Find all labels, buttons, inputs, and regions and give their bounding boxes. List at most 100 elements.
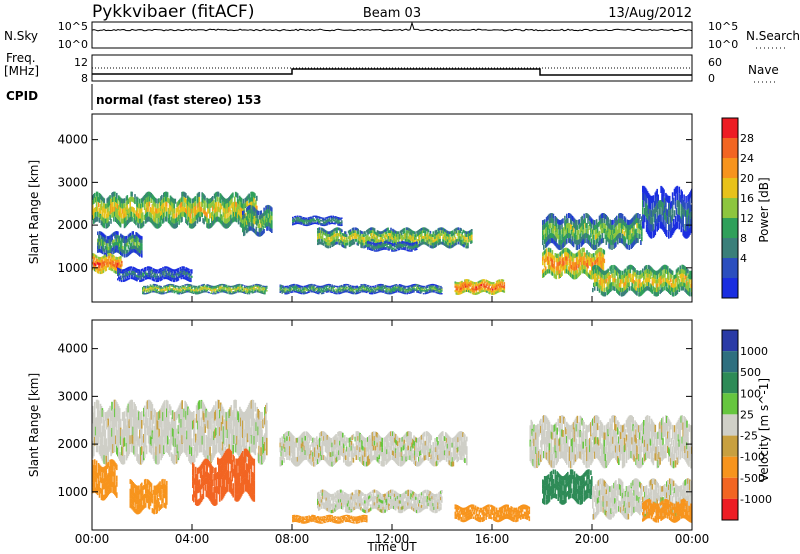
- data-cell: [330, 221, 333, 223]
- data-cell: [550, 232, 553, 238]
- data-cell: [435, 286, 437, 288]
- data-cell: [196, 203, 199, 209]
- data-cell: [252, 227, 255, 232]
- data-cell: [446, 241, 448, 245]
- data-cell: [152, 205, 154, 211]
- data-cell: [170, 216, 173, 222]
- data-cell: [252, 223, 255, 228]
- data-cell: [486, 284, 488, 287]
- data-cell: [139, 273, 141, 276]
- data-cell: [467, 234, 469, 237]
- data-cell: [339, 224, 341, 226]
- data-cell: [241, 284, 243, 286]
- data-cell: [412, 247, 414, 249]
- data-cell: [131, 249, 134, 253]
- data-cell: [337, 224, 339, 226]
- data-cell: [556, 243, 558, 249]
- data-cell: [383, 287, 385, 289]
- data-cell: [397, 246, 400, 248]
- data-cell: [258, 228, 261, 233]
- data-cell: [363, 234, 365, 237]
- data-cell: [219, 218, 222, 224]
- data-cell: [280, 286, 283, 288]
- data-cell: [447, 245, 449, 248]
- data-cell: [153, 211, 155, 217]
- data-cell: [403, 247, 406, 249]
- data-cell: [428, 233, 431, 236]
- data-cell: [428, 238, 431, 242]
- data-cell: [225, 286, 228, 288]
- data-cell: [223, 217, 225, 223]
- data-cell: [169, 289, 172, 291]
- data-cell: [552, 223, 555, 229]
- data-cell: [304, 285, 307, 287]
- data-cell: [289, 285, 291, 287]
- data-cell: [133, 267, 135, 270]
- data-cell: [192, 223, 195, 228]
- data-cell: [295, 219, 298, 222]
- data-cell: [217, 201, 220, 207]
- data-cell: [220, 291, 223, 293]
- data-cell: [100, 200, 103, 206]
- data-cell: [464, 236, 466, 240]
- data-cell: [209, 198, 211, 204]
- data-cell: [344, 285, 347, 287]
- data-cell: [360, 245, 362, 248]
- data-cell: [167, 213, 170, 218]
- data-cell: [166, 289, 168, 291]
- data-cell: [226, 223, 228, 229]
- data-cell: [128, 233, 131, 238]
- data-cell: [242, 203, 245, 209]
- data-cell: [120, 240, 122, 245]
- data-cell: [164, 206, 167, 212]
- data-cell: [382, 291, 384, 293]
- data-cell: [494, 287, 497, 290]
- data-cell: [172, 203, 175, 209]
- data-cell: [410, 235, 412, 239]
- data-cell: [455, 281, 458, 284]
- data-cell: [121, 208, 124, 214]
- data-cell: [132, 273, 134, 276]
- data-cell: [451, 239, 454, 242]
- data-cell: [251, 226, 254, 232]
- noise-left-tick-top: 10^5: [58, 20, 88, 33]
- data-cell: [134, 249, 136, 253]
- data-cell: [372, 287, 375, 289]
- data-cell: [203, 288, 206, 290]
- data-cell: [93, 208, 95, 214]
- data-cell: [114, 196, 116, 202]
- data-cell: [382, 247, 384, 249]
- data-cell: [241, 287, 243, 289]
- data-cell: [176, 291, 179, 293]
- data-cell: [100, 249, 103, 254]
- data-cell: [232, 288, 234, 290]
- data-cell: [438, 285, 440, 287]
- data-cell: [409, 288, 411, 290]
- data-cell: [206, 212, 208, 218]
- data-cell: [444, 243, 446, 246]
- data-cell: [366, 291, 368, 294]
- data-cell: [176, 279, 179, 282]
- data-cell: [439, 236, 441, 239]
- data-cell: [430, 242, 433, 246]
- data-cell: [332, 287, 334, 290]
- data-cell: [372, 290, 375, 292]
- data-cell: [120, 277, 123, 280]
- data-cell: [148, 196, 151, 202]
- data-cell: [295, 221, 298, 223]
- data-cell: [322, 288, 325, 290]
- data-cell: [403, 230, 406, 234]
- data-cell: [113, 269, 115, 273]
- data-cell: [187, 276, 189, 279]
- data-cell: [401, 241, 404, 243]
- data-cell: [404, 292, 407, 295]
- data-cell: [481, 290, 483, 293]
- data-cell: [157, 223, 159, 229]
- data-cell: [335, 222, 337, 224]
- data-cell: [338, 241, 340, 245]
- data-cell: [116, 241, 118, 246]
- data-cell: [543, 224, 546, 230]
- data-cell: [386, 241, 388, 243]
- data-cell: [372, 245, 375, 248]
- data-cell: [184, 284, 186, 286]
